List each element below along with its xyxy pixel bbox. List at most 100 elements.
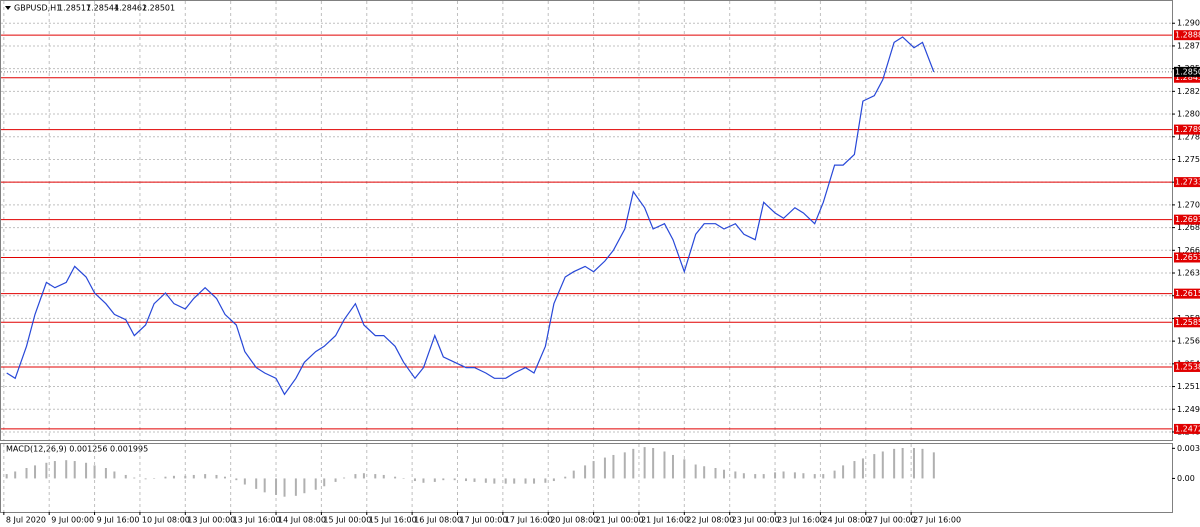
macd-bar [5, 474, 8, 479]
macd-bar [813, 474, 816, 479]
macd-bar [85, 462, 88, 479]
level-label: 1.27336 [1175, 178, 1200, 187]
macd-bar [34, 465, 37, 479]
macd-bar [504, 478, 507, 484]
x-tick-label: 21 Jul 00:00 [596, 516, 644, 525]
macd-bar [861, 458, 864, 479]
macd-bar [612, 454, 615, 479]
level-label: 1.26157 [1175, 289, 1200, 298]
x-tick-label: 23 Jul 16:00 [777, 516, 825, 525]
macd-bar [671, 454, 674, 479]
macd-bar [164, 476, 167, 479]
macd-bar [362, 473, 365, 479]
macd-bar [422, 478, 425, 483]
y-tick-label: 1.25655 [1177, 337, 1200, 346]
macd-bar [14, 471, 17, 479]
x-tick-label: 9 Jul 16:00 [97, 516, 140, 525]
x-tick-label: 21 Jul 16:00 [641, 516, 689, 525]
macd-bar [643, 447, 646, 479]
macd-bar [144, 478, 147, 480]
macd-bar [484, 478, 487, 483]
y-tick-label: 1.26375 [1177, 269, 1200, 278]
macd-bar [802, 473, 805, 479]
macd-bar [255, 478, 258, 489]
macd-bar [354, 474, 357, 479]
y-tick-label: 1.26615 [1177, 246, 1200, 255]
x-tick-label: 10 Jul 08:00 [142, 516, 190, 525]
x-tick-label: 16 Jul 08:00 [414, 516, 462, 525]
macd-bar [294, 478, 297, 496]
level-tag [1174, 288, 1200, 299]
macd-bar [762, 474, 765, 479]
level-tag [1174, 72, 1200, 83]
macd-bar [133, 477, 136, 479]
macd-bar [334, 478, 337, 482]
x-tick-label: 9 Jul 00:00 [51, 516, 94, 525]
x-tick-label: 27 Jul 16:00 [913, 516, 961, 525]
x-tick-label: 17 Jul 16:00 [505, 516, 553, 525]
y-tick-label: 1.25175 [1177, 382, 1200, 391]
x-tick-label: 13 Jul 16:00 [233, 516, 281, 525]
macd-bar [782, 471, 785, 479]
level-tag [1174, 317, 1200, 328]
level-tag [1174, 177, 1200, 188]
price-line [6, 36, 935, 396]
macd-bar [734, 471, 737, 479]
macd-bar [473, 478, 476, 482]
macd-bar [275, 478, 278, 495]
macd-bar [513, 478, 516, 484]
macd-bar [592, 461, 595, 479]
x-tick-label: 8 Jul 2020 [6, 516, 46, 525]
macd-bar [564, 476, 567, 479]
macd-bar [25, 468, 28, 479]
macd-bar [113, 471, 116, 479]
y-tick-label: 1.29015 [1177, 19, 1200, 28]
main-panel [0, 0, 1173, 441]
x-tick-label: 23 Jul 00:00 [732, 516, 780, 525]
macd-bar [694, 464, 697, 479]
macd-bar [873, 454, 876, 479]
macd-bar [652, 448, 655, 479]
macd-bar [833, 470, 836, 479]
macd-bar [402, 478, 405, 479]
level-label: 1.25854 [1175, 318, 1200, 327]
macd-bar [552, 478, 555, 482]
macd-bar [901, 448, 904, 479]
macd-bar [853, 461, 856, 479]
macd-bar [204, 474, 207, 479]
macd-bar [603, 457, 606, 479]
x-tick-label: 22 Jul 08:00 [686, 516, 734, 525]
macd-bar [215, 474, 218, 479]
macd-bar [323, 478, 326, 487]
y-tick-label: 1.28775 [1177, 41, 1200, 50]
macd-bar [382, 474, 385, 479]
x-tick-label: 20 Jul 08:00 [550, 516, 598, 525]
macd-bar [663, 451, 666, 479]
indicator-label: MACD(12,26,9) 0.001256 0.001995 [6, 445, 148, 454]
macd-bar [742, 473, 745, 479]
macd-bar [65, 460, 68, 479]
level-tag [1174, 124, 1200, 135]
menu-arrow[interactable] [5, 6, 11, 10]
x-tick-label: 27 Jul 00:00 [868, 516, 916, 525]
macd-bar [394, 476, 397, 479]
macd-bar [524, 478, 527, 484]
macd-bar [73, 461, 76, 479]
x-tick-label: 13 Jul 00:00 [187, 516, 235, 525]
macd-bar [493, 478, 496, 484]
macd-bar [442, 478, 445, 481]
y-tick-label: 1.27575 [1177, 155, 1200, 164]
quote-high: 1.28544 [86, 4, 119, 13]
macd-bar [584, 465, 587, 479]
y-tick-label: 1.28295 [1177, 87, 1200, 96]
macd-bar [433, 478, 436, 482]
macd-bar [314, 478, 317, 490]
level-tag [1174, 252, 1200, 263]
macd-bar [774, 472, 777, 479]
level-label: 1.26539 [1175, 253, 1200, 262]
x-tick-label: 14 Jul 08:00 [278, 516, 326, 525]
x-tick-label: 15 Jul 16:00 [369, 516, 417, 525]
level-tag [1174, 361, 1200, 372]
macd-bar [544, 478, 547, 483]
